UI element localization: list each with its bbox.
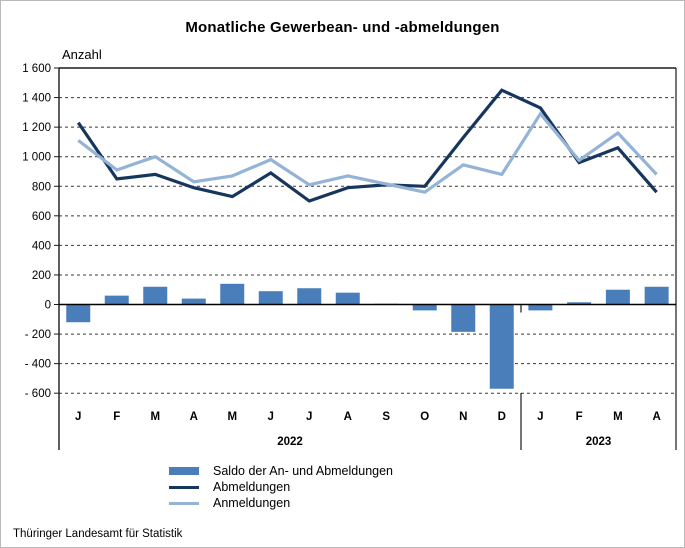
- x-month-label: F: [576, 411, 583, 423]
- legend-item-abmeldungen: Abmeldungen: [169, 479, 393, 495]
- x-month-label: N: [459, 411, 467, 423]
- y-tick-label: 1 000: [22, 152, 51, 164]
- y-tick-label: 400: [32, 240, 51, 252]
- saldo-bar: [528, 304, 553, 311]
- saldo-bar-swatch-icon: [169, 467, 199, 475]
- anmeldungen-line-swatch-icon: [169, 501, 199, 505]
- y-tick-label: 1 600: [22, 63, 51, 75]
- y-tick-label: 600: [32, 211, 51, 223]
- legend-label-abmeldungen: Abmeldungen: [213, 480, 291, 494]
- y-tick-label: 0: [45, 300, 51, 312]
- saldo-bar: [297, 288, 322, 305]
- y-axis-unit-label: Anzahl: [62, 47, 102, 62]
- x-year-label: 2022: [277, 436, 303, 448]
- x-month-label: M: [613, 411, 623, 423]
- x-month-label: M: [150, 411, 160, 423]
- saldo-bar: [181, 298, 206, 305]
- y-tick-label: 800: [32, 181, 51, 193]
- chart-title: Monatliche Gewerbean- und -abmeldungen: [185, 19, 500, 36]
- legend-item-saldo: Saldo der An- und Abmeldungen: [169, 463, 393, 479]
- saldo-bar: [605, 289, 630, 305]
- x-month-label: A: [190, 411, 198, 423]
- x-month-label: A: [652, 411, 660, 423]
- saldo-bar: [335, 292, 360, 305]
- x-month-label: J: [268, 411, 274, 423]
- x-month-label: D: [498, 411, 506, 423]
- saldo-bar: [143, 286, 168, 305]
- y-tick-label: - 600: [25, 388, 51, 400]
- y-tick-label: 200: [32, 270, 51, 282]
- legend-label-saldo: Saldo der An- und Abmeldungen: [213, 464, 393, 478]
- y-tick-label: - 200: [25, 329, 51, 341]
- x-year-label: 2023: [586, 436, 612, 448]
- source-attribution: Thüringer Landesamt für Statistik: [13, 528, 183, 540]
- legend: Saldo der An- und Abmeldungen Abmeldunge…: [169, 463, 393, 511]
- legend-item-anmeldungen: Anmeldungen: [169, 495, 393, 511]
- x-month-label: J: [75, 411, 81, 423]
- x-month-label: F: [113, 411, 120, 423]
- y-tick-label: 1 400: [22, 93, 51, 105]
- abmeldungen-line-swatch-icon: [169, 485, 199, 489]
- x-month-label: J: [306, 411, 312, 423]
- saldo-bar: [104, 295, 129, 305]
- abmeldungen-line: [76, 88, 658, 203]
- saldo-bar: [66, 304, 91, 323]
- x-month-label: J: [537, 411, 543, 423]
- x-month-label: A: [344, 411, 352, 423]
- x-month-label: S: [382, 411, 390, 423]
- y-tick-label: - 400: [25, 359, 51, 371]
- saldo-bar: [644, 286, 669, 305]
- saldo-bar: [489, 304, 514, 389]
- saldo-bar: [567, 302, 592, 305]
- saldo-bar: [412, 304, 437, 311]
- saldo-bar: [258, 291, 283, 305]
- y-tick-label: 1 200: [22, 122, 51, 134]
- saldo-bar: [220, 283, 245, 305]
- x-month-label: O: [420, 411, 429, 423]
- x-month-label: M: [227, 411, 237, 423]
- legend-label-anmeldungen: Anmeldungen: [213, 496, 291, 510]
- anmeldungen-line: [77, 111, 658, 194]
- saldo-bar: [451, 304, 476, 332]
